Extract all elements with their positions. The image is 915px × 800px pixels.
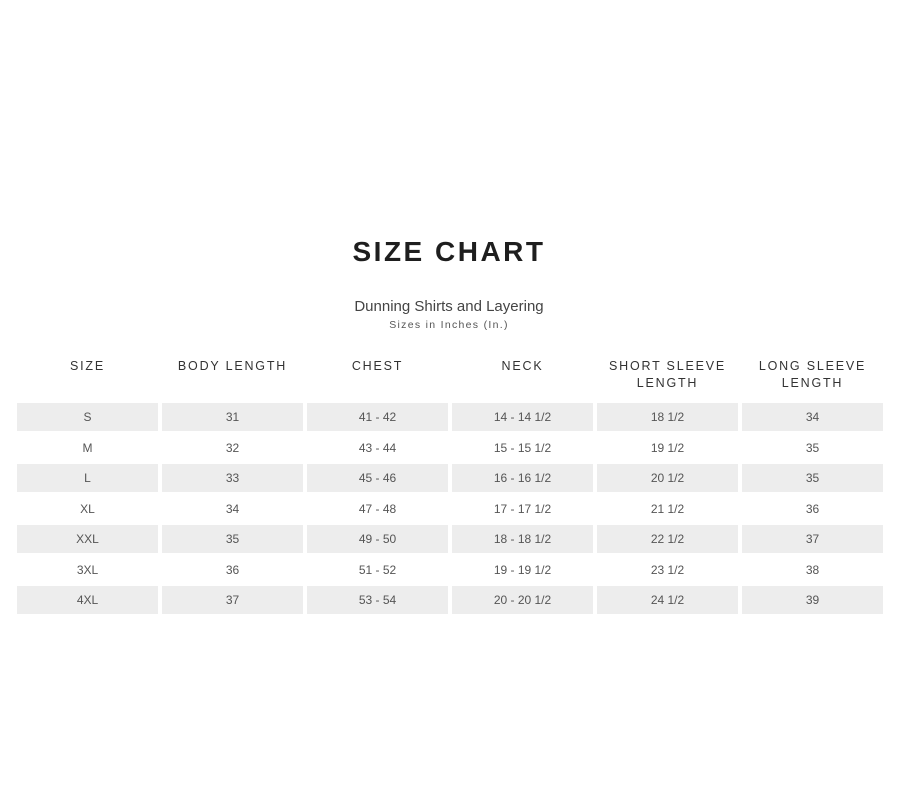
table-cell: 35: [805, 440, 820, 455]
table-cell: 20 - 20 1/2: [452, 586, 593, 614]
table-cell: 53 - 54: [307, 586, 448, 614]
table-cell: 19 1/2: [650, 440, 685, 455]
table-cell: 20 1/2: [597, 464, 738, 492]
column-header: SIZE: [70, 359, 105, 373]
table-cell: 47 - 48: [358, 501, 397, 516]
page-title: SIZE CHART: [352, 236, 546, 267]
table-cell: 33: [162, 464, 303, 492]
table-cell: 37: [162, 586, 303, 614]
table-cell: M: [82, 440, 93, 455]
table-cell: 18 1/2: [597, 403, 738, 431]
table-cell: 36: [805, 501, 820, 516]
table-cell: L: [17, 464, 158, 492]
table-cell: 49 - 50: [307, 525, 448, 553]
size-table: SIZE BODY LENGTH CHEST NECK SHORT SLEEVE LEN…: [17, 358, 883, 617]
table-cell: 41 - 42: [307, 403, 448, 431]
table-cell: 18 - 18 1/2: [452, 525, 593, 553]
table-cell: 51 - 52: [358, 562, 397, 577]
column-header: BODY LENGTH: [177, 359, 288, 373]
table-cell: 23 1/2: [650, 562, 685, 577]
table-cell: 37: [742, 525, 883, 553]
table-cell: 4XL: [17, 586, 158, 614]
column-header: CHEST: [351, 359, 404, 373]
table-cell: 32: [225, 440, 240, 455]
table-cell: 21 1/2: [650, 501, 685, 516]
table-cell: 45 - 46: [307, 464, 448, 492]
table-cell: 35: [162, 525, 303, 553]
column-header: LONG SLEEVE LENGTH: [758, 359, 867, 390]
table-cell: 31: [162, 403, 303, 431]
table-cell: 19 - 19 1/2: [493, 562, 552, 577]
product-subtitle: Dunning Shirts and Layering: [354, 298, 544, 315]
table-cell: XXL: [17, 525, 158, 553]
table-cell: XL: [80, 501, 95, 516]
table-cell: 34: [225, 501, 240, 516]
table-cell: 3XL: [76, 562, 99, 577]
table-cell: 15 - 15 1/2: [493, 440, 552, 455]
table-cell: 34: [742, 403, 883, 431]
table-cell: 39: [742, 586, 883, 614]
units-note: Sizes in Inches (In.): [389, 319, 509, 331]
table-cell: 36: [225, 562, 240, 577]
table-cell: 43 - 44: [358, 440, 397, 455]
table-cell: 22 1/2: [597, 525, 738, 553]
table-cell: 17 - 17 1/2: [493, 501, 552, 516]
column-header: SHORT SLEEVE LENGTH: [608, 359, 726, 390]
table-cell: S: [17, 403, 158, 431]
table-cell: 38: [805, 562, 820, 577]
table-cell: 16 - 16 1/2: [452, 464, 593, 492]
table-cell: 14 - 14 1/2: [452, 403, 593, 431]
column-header: NECK: [501, 359, 544, 373]
table-cell: 24 1/2: [597, 586, 738, 614]
table-cell: 35: [742, 464, 883, 492]
